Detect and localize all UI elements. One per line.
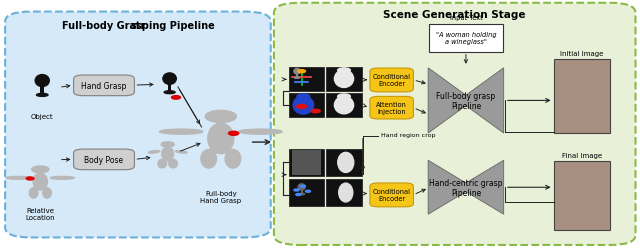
Ellipse shape <box>338 153 354 173</box>
Circle shape <box>26 177 34 180</box>
Circle shape <box>161 142 174 147</box>
Ellipse shape <box>162 148 173 161</box>
Ellipse shape <box>294 69 300 75</box>
Ellipse shape <box>169 160 177 168</box>
Text: Full-body Grasping Pipeline: Full-body Grasping Pipeline <box>61 21 214 31</box>
Bar <box>301 187 303 194</box>
Ellipse shape <box>334 70 354 88</box>
Bar <box>289 94 324 118</box>
Ellipse shape <box>51 177 74 180</box>
Circle shape <box>296 194 301 196</box>
Ellipse shape <box>158 160 166 168</box>
Bar <box>554 60 610 134</box>
Circle shape <box>300 186 305 188</box>
FancyBboxPatch shape <box>370 183 413 207</box>
Bar <box>289 68 324 91</box>
Circle shape <box>294 189 299 191</box>
Circle shape <box>338 68 351 73</box>
FancyBboxPatch shape <box>274 4 636 245</box>
Bar <box>326 94 362 118</box>
Polygon shape <box>428 160 504 214</box>
Text: Attention
Injection: Attention Injection <box>376 102 407 115</box>
Ellipse shape <box>35 75 49 87</box>
Text: Full-body
Hand Grasp: Full-body Hand Grasp <box>200 190 241 203</box>
Ellipse shape <box>29 188 38 198</box>
Bar <box>429 25 503 52</box>
Text: "A woman holding
a wineglass": "A woman holding a wineglass" <box>436 32 496 45</box>
Circle shape <box>311 110 320 113</box>
Ellipse shape <box>43 188 51 198</box>
Ellipse shape <box>299 194 305 195</box>
Ellipse shape <box>159 130 203 135</box>
FancyBboxPatch shape <box>370 97 413 120</box>
Bar <box>292 150 321 175</box>
Ellipse shape <box>175 151 187 154</box>
Ellipse shape <box>201 150 216 169</box>
FancyBboxPatch shape <box>74 150 134 170</box>
Ellipse shape <box>339 184 353 202</box>
Bar <box>289 149 324 176</box>
Bar <box>40 81 44 94</box>
Circle shape <box>338 94 351 100</box>
Circle shape <box>298 70 305 74</box>
Text: Relative
Location: Relative Location <box>26 207 55 220</box>
Bar <box>326 68 362 91</box>
Ellipse shape <box>163 74 176 85</box>
Text: Scene Generation Stage: Scene Generation Stage <box>383 10 526 20</box>
Ellipse shape <box>36 94 48 97</box>
Text: str: str <box>131 21 145 31</box>
Text: Hand Grasp: Hand Grasp <box>81 82 127 90</box>
Bar <box>168 79 172 91</box>
Ellipse shape <box>208 124 234 154</box>
Ellipse shape <box>6 177 30 180</box>
Text: Initial Image: Initial Image <box>560 50 604 56</box>
Text: Hand region crop: Hand region crop <box>381 132 435 138</box>
Bar <box>289 179 324 206</box>
Ellipse shape <box>164 92 175 94</box>
FancyBboxPatch shape <box>5 12 271 237</box>
Circle shape <box>205 111 236 123</box>
Text: Body Pose: Body Pose <box>84 155 124 164</box>
Bar <box>296 72 298 78</box>
FancyBboxPatch shape <box>370 69 413 92</box>
Circle shape <box>228 132 239 136</box>
Text: Final Image: Final Image <box>562 152 602 158</box>
Text: Conditional
Encoder: Conditional Encoder <box>372 74 411 87</box>
Ellipse shape <box>293 96 314 114</box>
Text: Full-body grasp
Pipeline: Full-body grasp Pipeline <box>436 91 495 111</box>
Circle shape <box>305 190 310 192</box>
Bar <box>554 161 610 230</box>
Circle shape <box>296 105 307 109</box>
Ellipse shape <box>225 150 241 169</box>
Ellipse shape <box>298 184 305 190</box>
Bar <box>326 149 362 176</box>
Ellipse shape <box>239 130 282 135</box>
Text: Input Text: Input Text <box>449 15 483 21</box>
Ellipse shape <box>33 174 47 190</box>
Polygon shape <box>428 68 504 134</box>
Circle shape <box>32 166 49 173</box>
Circle shape <box>297 94 310 100</box>
Text: Hand-centric grasp
Pipeline: Hand-centric grasp Pipeline <box>429 178 502 197</box>
Text: Object: Object <box>31 113 54 119</box>
Text: Conditional
Encoder: Conditional Encoder <box>372 189 411 202</box>
FancyBboxPatch shape <box>74 76 134 96</box>
Circle shape <box>172 96 180 100</box>
Ellipse shape <box>148 151 160 154</box>
Bar <box>326 179 362 206</box>
Ellipse shape <box>334 97 354 114</box>
Ellipse shape <box>294 78 300 79</box>
